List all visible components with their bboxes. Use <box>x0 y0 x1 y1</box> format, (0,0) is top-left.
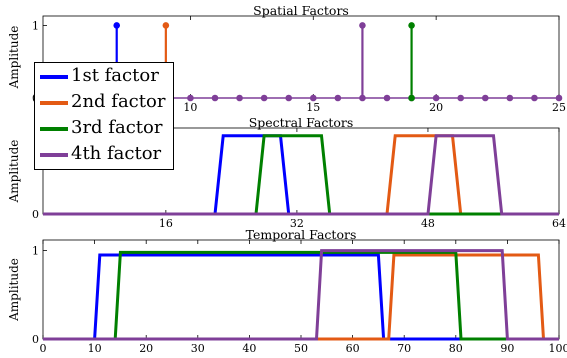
spatial-base-marker-3 <box>408 94 415 102</box>
spatial-xtick-label: 15 <box>306 101 320 114</box>
spatial-marker-4 <box>359 22 366 29</box>
temporal-xtick-label: 70 <box>397 342 411 355</box>
spatial-ylabel: Amplitude <box>7 26 21 90</box>
legend-label-4: 4th factor <box>71 143 162 164</box>
spatial-marker-4 <box>309 94 317 102</box>
legend-label-1: 1st factor <box>71 65 159 86</box>
temporal-series-4 <box>43 249 559 341</box>
legend-swatch-1 <box>40 75 68 79</box>
spatial-marker-4 <box>506 94 514 102</box>
legend-item-3: 3rd factor <box>35 116 175 142</box>
temporal-xtick-label: 0 <box>40 342 47 355</box>
temporal-title: Temporal Factors <box>246 227 357 242</box>
spatial-marker-4 <box>187 94 194 102</box>
spatial-marker-4 <box>383 94 391 102</box>
spectral-series-4 <box>43 134 559 216</box>
temporal-ytick-label: 1 <box>32 245 39 258</box>
spatial-base-marker-4 <box>359 94 366 102</box>
temporal-xtick-label: 50 <box>294 342 308 355</box>
spatial-marker-4 <box>531 94 538 102</box>
temporal-ylabel: Amplitude <box>7 258 21 322</box>
spatial-marker-4 <box>285 94 293 102</box>
spatial-marker-4 <box>457 94 465 102</box>
legend: 1st factor 2nd factor 3rd factor 4th fac… <box>34 62 174 170</box>
legend-item-2: 2nd factor <box>35 90 175 116</box>
spatial-marker-3 <box>408 22 415 29</box>
temporal-series-3 <box>43 250 559 341</box>
temporal-ytick-label: 0 <box>32 333 39 346</box>
spectral-ytick-label: 0 <box>32 208 39 221</box>
spectral-title: Spectral Factors <box>249 115 354 130</box>
legend-swatch-2 <box>40 101 68 105</box>
spectral-xtick-label: 64 <box>552 217 566 230</box>
legend-item-4: 4th factor <box>35 142 175 168</box>
spatial-title: Spatial Factors <box>253 3 349 18</box>
spectral-ylabel: Amplitude <box>7 140 21 204</box>
temporal-xtick-label: 60 <box>346 342 360 355</box>
spatial-marker-4 <box>211 94 219 102</box>
legend-item-1: 1st factor <box>35 64 175 90</box>
temporal-xtick-label: 90 <box>500 342 514 355</box>
temporal-xtick-label: 20 <box>139 342 153 355</box>
spatial-xtick-label: 20 <box>429 101 443 114</box>
spatial-xtick-label: 10 <box>183 101 197 114</box>
spatial-marker-2 <box>162 22 170 29</box>
spatial-ytick-label: 1 <box>32 19 39 32</box>
spatial-marker-4 <box>236 94 243 102</box>
spatial-xtick-label: 25 <box>552 101 566 114</box>
spectral-xtick-label: 48 <box>421 217 435 230</box>
spectral-xtick-label: 32 <box>290 217 304 230</box>
spatial-marker-4 <box>555 94 563 102</box>
legend-swatch-4 <box>40 153 68 157</box>
temporal-xtick-label: 30 <box>191 342 205 355</box>
temporal-xtick-label: 10 <box>88 342 102 355</box>
temporal-xtick-label: 80 <box>449 342 463 355</box>
spectral-panel: 16 32 48 64 0 Spectral Factors Amplitude <box>7 115 566 230</box>
legend-label-2: 2nd factor <box>71 91 166 112</box>
spatial-marker-4 <box>432 94 440 102</box>
legend-label-3: 3rd factor <box>71 117 163 138</box>
spatial-marker-4 <box>481 94 489 102</box>
spatial-marker-4 <box>334 94 342 102</box>
temporal-xtick-label: 100 <box>549 342 567 355</box>
spatial-marker-1 <box>113 22 121 29</box>
legend-swatch-3 <box>40 127 68 131</box>
temporal-panel: 0 10 20 30 40 50 60 70 80 90 100 0 1 Temporal Factors… <box>7 227 567 355</box>
spectral-xtick-label: 16 <box>159 217 173 230</box>
spatial-marker-4 <box>260 94 268 102</box>
temporal-xtick-label: 40 <box>242 342 256 355</box>
